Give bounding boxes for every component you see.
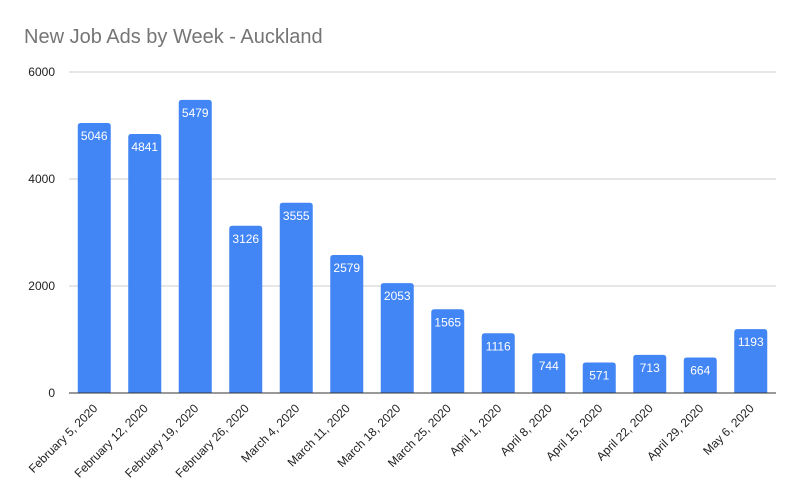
bar-value-label: 2579 — [333, 261, 360, 275]
bar — [279, 202, 313, 393]
bar — [77, 123, 111, 393]
chart-title: New Job Ads by Week - Auckland — [24, 26, 323, 48]
bar — [633, 354, 667, 393]
bar — [128, 134, 162, 393]
bar — [734, 329, 768, 393]
bar — [683, 357, 717, 393]
bar-value-label: 1565 — [434, 315, 461, 329]
x-tick-label: May 6, 2020 — [700, 401, 757, 458]
bar — [380, 283, 414, 393]
gridlines — [69, 71, 776, 287]
bar — [481, 333, 515, 393]
bar-value-label: 1116 — [486, 339, 511, 353]
bar-value-label: 3126 — [232, 232, 259, 246]
bars — [77, 99, 768, 393]
bar-value-label: 1193 — [738, 335, 764, 349]
bar-value-label: 713 — [640, 361, 660, 375]
bar — [431, 309, 465, 393]
bar — [330, 255, 364, 393]
bar-value-label: 744 — [539, 359, 559, 373]
bar-value-label: 3555 — [283, 209, 310, 223]
bar — [582, 362, 616, 393]
bar-value-label: 5479 — [182, 106, 209, 120]
bar-value-label: 2053 — [384, 289, 411, 303]
bar-value-label: 4841 — [131, 140, 158, 154]
bar-value-label: 5046 — [81, 129, 108, 143]
y-tick-label: 2000 — [28, 279, 55, 293]
y-tick-label: 4000 — [28, 172, 55, 186]
bar — [229, 225, 263, 393]
x-tick-label: April 1, 2020 — [447, 401, 505, 459]
bar-value-label: 664 — [690, 363, 710, 377]
bar-value-labels: 5046 4841 5479 3126 3555 2579 2053 1565 1116 744 5… — [81, 106, 764, 383]
y-axis-tick-labels: 0 2000 4000 6000 — [28, 65, 55, 400]
bar — [532, 353, 566, 393]
y-tick-label: 0 — [48, 386, 55, 400]
y-tick-label: 6000 — [28, 65, 55, 79]
bar — [178, 99, 212, 393]
bar-value-label: 571 — [589, 368, 609, 382]
